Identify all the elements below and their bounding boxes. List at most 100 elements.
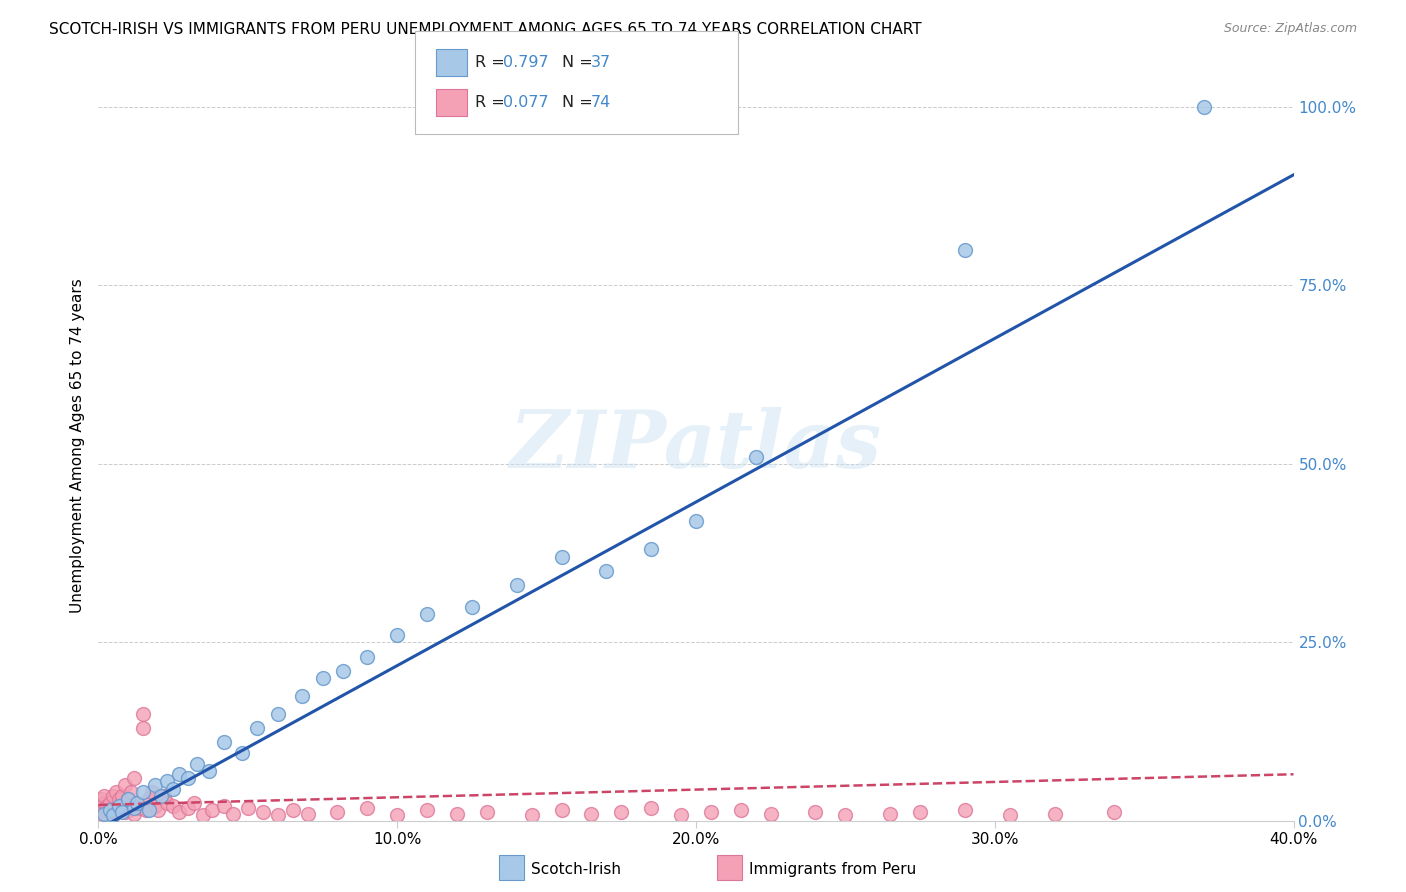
Point [236, 801, 259, 815]
Text: R =: R = [475, 95, 510, 110]
Point [416, 803, 439, 817]
Point [103, 801, 125, 815]
Text: 74: 74 [591, 95, 610, 110]
Point [96, 806, 118, 821]
Point [385, 808, 409, 822]
Point [252, 805, 274, 819]
Point [103, 808, 125, 822]
Point [167, 805, 190, 819]
Point [581, 806, 603, 821]
Point [148, 803, 170, 817]
Point [186, 756, 208, 771]
Text: Immigrants from Peru: Immigrants from Peru [749, 863, 917, 877]
Point [267, 808, 290, 822]
Point [745, 450, 768, 464]
Point [461, 599, 484, 614]
Point [141, 785, 163, 799]
Point [132, 721, 155, 735]
Point [120, 785, 142, 799]
Point [550, 549, 572, 564]
Point [998, 808, 1021, 822]
Point [162, 781, 184, 796]
Text: N =: N = [562, 55, 599, 70]
Point [222, 806, 245, 821]
Point [759, 806, 782, 821]
Point [93, 806, 115, 821]
Point [156, 796, 179, 810]
Point [191, 808, 214, 822]
Point [132, 706, 155, 721]
Point [120, 799, 142, 814]
Point [108, 799, 131, 814]
Point [90, 806, 112, 821]
Point [212, 735, 235, 749]
Point [162, 799, 184, 814]
Point [267, 706, 290, 721]
Text: Scotch-Irish: Scotch-Irish [531, 863, 621, 877]
Point [105, 785, 128, 799]
Point [879, 806, 901, 821]
Point [167, 767, 190, 781]
Point [326, 805, 349, 819]
Point [153, 789, 176, 803]
Point [93, 796, 115, 810]
Point [114, 805, 136, 819]
Point [124, 771, 146, 785]
Point [127, 796, 149, 810]
Text: N =: N = [562, 95, 599, 110]
Point [246, 721, 269, 735]
Point [108, 803, 131, 817]
Point [730, 803, 752, 817]
Point [212, 799, 235, 814]
Text: Source: ZipAtlas.com: Source: ZipAtlas.com [1223, 22, 1357, 36]
Point [117, 792, 139, 806]
Point [908, 805, 931, 819]
Point [385, 628, 409, 642]
Text: ZIPatlas: ZIPatlas [510, 408, 882, 484]
Point [177, 801, 200, 815]
Point [475, 805, 498, 819]
Point [177, 771, 200, 785]
Point [150, 789, 173, 803]
Point [98, 803, 122, 817]
Y-axis label: Unemployment Among Ages 65 to 74 years: Unemployment Among Ages 65 to 74 years [70, 278, 86, 614]
Text: R =: R = [475, 55, 510, 70]
Text: 0.797: 0.797 [503, 55, 548, 70]
Point [550, 803, 572, 817]
Point [311, 671, 333, 685]
Point [114, 778, 136, 792]
Point [446, 806, 468, 821]
Point [356, 649, 378, 664]
Point [135, 803, 157, 817]
Point [804, 805, 827, 819]
Point [356, 801, 378, 815]
Point [143, 778, 166, 792]
Point [291, 689, 314, 703]
Point [90, 799, 112, 814]
Point [640, 801, 662, 815]
Point [111, 799, 134, 814]
Point [520, 808, 543, 822]
Point [124, 806, 146, 821]
Point [669, 808, 692, 822]
Point [1192, 100, 1215, 114]
Point [834, 808, 856, 822]
Point [332, 664, 354, 678]
Point [156, 774, 179, 789]
Point [138, 792, 160, 806]
Point [98, 796, 122, 810]
Point [103, 808, 125, 822]
Point [117, 792, 139, 806]
Point [138, 803, 160, 817]
Point [416, 607, 439, 621]
Point [183, 796, 205, 810]
Point [198, 764, 221, 778]
Point [1104, 805, 1126, 819]
Text: 0.077: 0.077 [503, 95, 548, 110]
Point [610, 805, 633, 819]
Text: 37: 37 [591, 55, 610, 70]
Point [640, 542, 662, 557]
Point [1043, 806, 1066, 821]
Text: SCOTCH-IRISH VS IMMIGRANTS FROM PERU UNEMPLOYMENT AMONG AGES 65 TO 74 YEARS CORR: SCOTCH-IRISH VS IMMIGRANTS FROM PERU UNE… [49, 22, 922, 37]
Point [96, 799, 118, 814]
